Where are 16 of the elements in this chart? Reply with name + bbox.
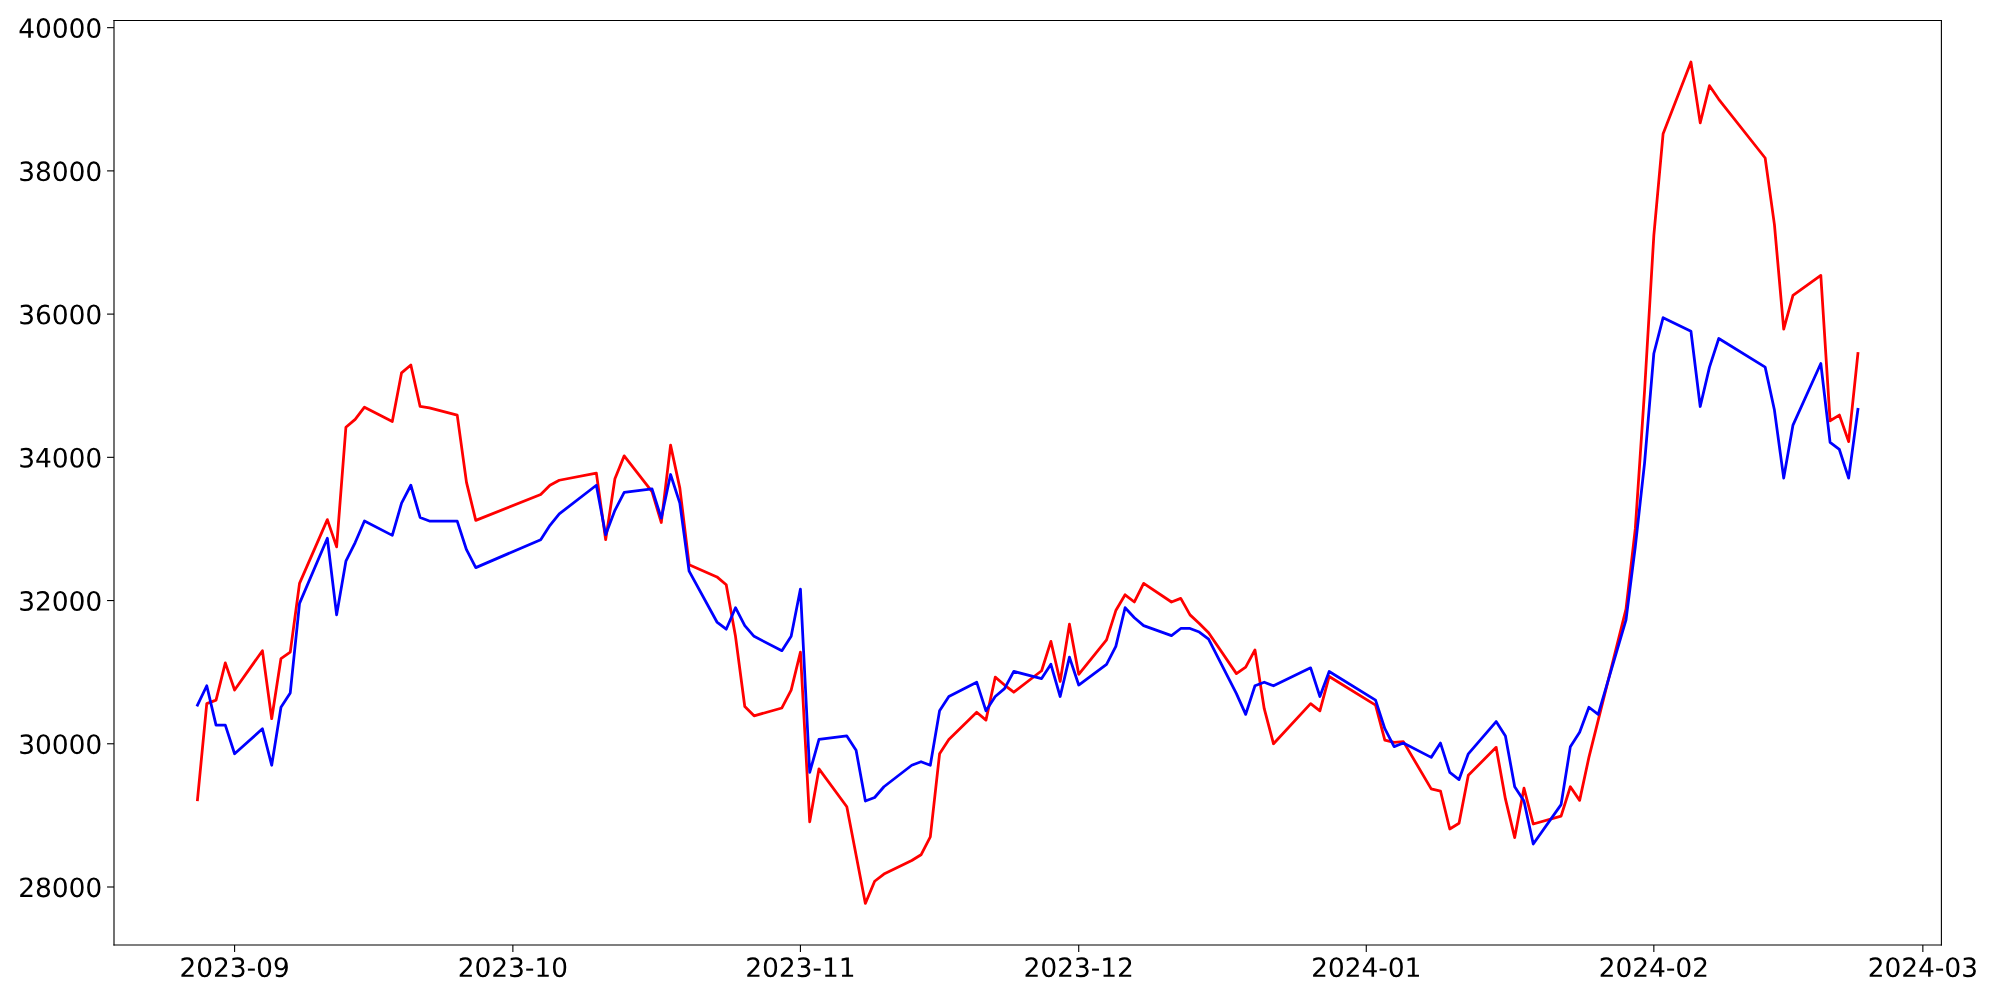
y-tick-label: 32000 bbox=[20, 590, 101, 611]
x-tick-label: 2024-02 bbox=[1600, 957, 1707, 978]
y-tick-label: 38000 bbox=[20, 161, 101, 182]
y-tick-label: 36000 bbox=[20, 304, 101, 325]
x-tick-label: 2023-12 bbox=[1025, 957, 1132, 978]
y-tick-label: 30000 bbox=[20, 734, 101, 755]
x-tick-label: 2023-10 bbox=[459, 957, 567, 978]
y-tick-label: 34000 bbox=[20, 447, 101, 468]
x-tick-label: 2024-01 bbox=[1313, 957, 1419, 978]
x-tick-label: 2023-09 bbox=[181, 957, 288, 978]
x-tick-label: 2023-11 bbox=[747, 957, 854, 978]
x-tick-label: 2024-03 bbox=[1869, 957, 1976, 978]
line-series bbox=[196, 316, 1860, 846]
y-tick-label: 40000 bbox=[19, 18, 101, 39]
line-series bbox=[196, 60, 1860, 905]
y-tick-label: 28000 bbox=[20, 877, 101, 898]
